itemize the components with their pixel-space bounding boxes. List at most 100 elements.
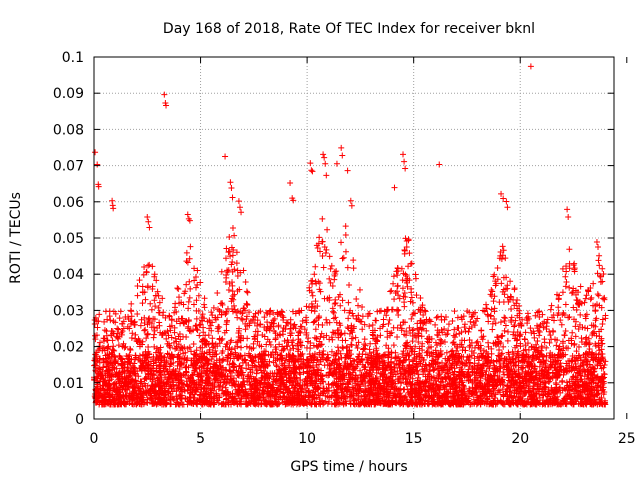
data-point [175,286,182,293]
data-point [491,315,498,322]
data-point [520,364,527,371]
data-point [554,393,561,400]
data-point [312,263,319,270]
data-point [318,341,325,348]
data-point [481,308,488,315]
data-point [137,322,144,329]
data-point [317,342,324,349]
data-point [168,317,175,324]
data-point [212,347,219,354]
data-point [403,332,410,339]
data-point [194,267,201,274]
data-point [309,292,316,299]
data-point [309,303,316,310]
data-point [114,325,121,332]
data-point [107,317,114,324]
data-point [272,399,279,406]
data-point [494,265,501,272]
data-point [527,325,534,332]
data-point [485,318,492,325]
data-point [504,337,511,344]
data-point [317,288,324,295]
data-point [539,311,546,318]
data-point [228,401,235,408]
data-point [451,326,458,333]
data-point [487,312,494,319]
data-point [599,278,606,285]
data-point [588,294,595,301]
data-point [415,332,422,339]
data-point [355,339,362,346]
data-point [109,337,116,344]
data-point [124,398,131,405]
data-point [210,304,217,311]
data-point [490,298,497,305]
data-point [190,340,197,347]
data-point [502,285,509,292]
data-point [496,299,503,306]
data-point [192,323,199,330]
data-point [577,311,584,318]
data-point [136,277,143,284]
data-point [563,278,570,285]
data-point [106,308,113,315]
data-point [146,261,153,268]
data-point [424,335,431,342]
data-point [324,319,331,326]
data-point [275,322,282,329]
data-point [470,311,477,318]
data-point [359,313,366,320]
data-point [312,298,319,305]
data-point [183,281,190,288]
data-point [499,288,506,295]
data-point [372,317,379,324]
data-point [330,309,337,316]
data-point [326,253,333,260]
data-point [384,334,391,341]
data-point [263,341,270,348]
data-point [418,333,425,340]
data-point [316,349,323,356]
data-point [440,399,447,406]
data-point [571,340,578,347]
data-point [453,331,460,338]
data-point [488,345,495,352]
data-point [515,396,522,403]
data-point [438,316,445,323]
data-point [209,312,216,319]
data-point [404,339,411,346]
data-point [383,342,390,349]
data-point [445,327,452,334]
data-point [333,399,340,406]
data-point [423,349,430,356]
data-point [236,325,243,332]
data-point [353,316,360,323]
data-point [358,318,365,325]
data-point [585,288,592,295]
data-point [573,348,580,355]
data-point [196,332,203,339]
data-point [437,340,444,347]
data-point [306,304,313,311]
data-point [332,314,339,321]
data-point [150,324,157,331]
data-point [373,345,380,352]
data-point [562,283,569,290]
data-point [156,319,163,326]
data-point [168,334,175,341]
data-point [229,308,236,315]
data-point [117,308,124,315]
data-point [296,401,303,408]
data-point [573,306,580,313]
data-point [219,335,226,342]
data-point [131,318,138,325]
data-point [330,329,337,336]
data-point [257,321,264,328]
data-point [458,337,465,344]
data-point [356,286,363,293]
data-point [401,289,408,296]
data-point [595,292,602,299]
data-point [314,344,321,351]
data-point [437,347,444,354]
data-point [569,329,576,336]
